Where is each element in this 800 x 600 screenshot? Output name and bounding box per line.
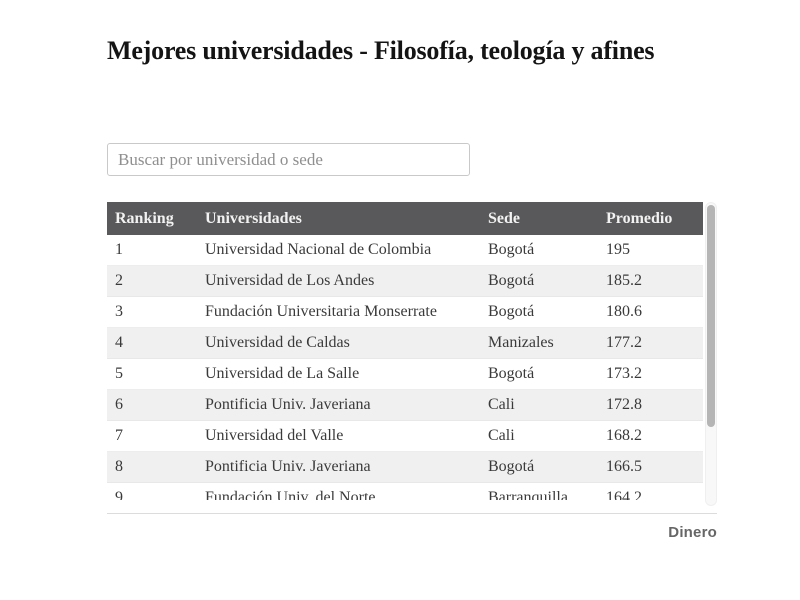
cell-ranking: 3 bbox=[115, 303, 123, 320]
cell-sede: Cali bbox=[488, 396, 515, 413]
cell-universidad: Universidad Nacional de Colombia bbox=[205, 241, 432, 258]
scrollbar-thumb[interactable] bbox=[707, 205, 715, 427]
search-input[interactable] bbox=[107, 143, 470, 176]
table-row: 5 Universidad de La Salle Bogotá 173.2 bbox=[107, 358, 703, 390]
cell-ranking: 6 bbox=[115, 396, 123, 413]
brand-logo: Dinero bbox=[668, 524, 717, 541]
cell-promedio: 172.8 bbox=[606, 396, 642, 413]
header-cell-ranking: Ranking bbox=[107, 202, 205, 235]
cell-sede: Bogotá bbox=[488, 272, 535, 289]
header-cell-promedio: Promedio bbox=[606, 202, 703, 235]
cell-ranking: 8 bbox=[115, 458, 123, 475]
cell-ranking: 2 bbox=[115, 272, 123, 289]
cell-ranking: 9 bbox=[115, 489, 123, 500]
table-row: 4 Universidad de Caldas Manizales 177.2 bbox=[107, 327, 703, 359]
cell-sede: Bogotá bbox=[488, 365, 535, 382]
cell-universidad: Fundación Univ. del Norte bbox=[205, 489, 376, 500]
table-row: 6 Pontificia Univ. Javeriana Cali 172.8 bbox=[107, 389, 703, 421]
table-row: 1 Universidad Nacional de Colombia Bogotá 1… bbox=[107, 235, 703, 266]
cell-ranking: 4 bbox=[115, 334, 123, 351]
cell-universidad: Fundación Universitaria Monserrate bbox=[205, 303, 437, 320]
header-cell-sede: Sede bbox=[488, 202, 606, 235]
table-row: 3 Fundación Universitaria Monserrate Bogot… bbox=[107, 296, 703, 328]
table-header-row: Ranking Universidades Sede Promedio bbox=[107, 202, 703, 235]
cell-universidad: Universidad de Caldas bbox=[205, 334, 350, 351]
table-row: 8 Pontificia Univ. Javeriana Bogotá 166.5 bbox=[107, 451, 703, 483]
ranking-widget: Mejores universidades - Filosofía, teolo… bbox=[107, 0, 717, 600]
cell-promedio: 195 bbox=[606, 241, 630, 258]
cell-promedio: 173.2 bbox=[606, 365, 642, 382]
cell-universidad: Universidad del Valle bbox=[205, 427, 344, 444]
cell-promedio: 164.2 bbox=[606, 489, 642, 500]
universities-table: Ranking Universidades Sede Promedio 1 Uni… bbox=[107, 202, 717, 508]
cell-ranking: 5 bbox=[115, 365, 123, 382]
cell-universidad: Pontificia Univ. Javeriana bbox=[205, 458, 371, 475]
cell-ranking: 1 bbox=[115, 241, 123, 258]
cell-promedio: 185.2 bbox=[606, 272, 642, 289]
cell-promedio: 177.2 bbox=[606, 334, 642, 351]
cell-universidad: Universidad de La Salle bbox=[205, 365, 360, 382]
footer-divider bbox=[107, 513, 717, 514]
cell-universidad: Universidad de Los Andes bbox=[205, 272, 375, 289]
table-row: 2 Universidad de Los Andes Bogotá 185.2 bbox=[107, 265, 703, 297]
cell-promedio: 166.5 bbox=[606, 458, 642, 475]
cell-sede: Cali bbox=[488, 427, 515, 444]
table-row: 9 Fundación Univ. del Norte Barranquilla 16… bbox=[107, 482, 703, 500]
cell-sede: Barranquilla bbox=[488, 489, 568, 500]
cell-sede: Bogotá bbox=[488, 458, 535, 475]
cell-ranking: 7 bbox=[115, 427, 123, 444]
cell-sede: Bogotá bbox=[488, 241, 535, 258]
table-row: 7 Universidad del Valle Cali 168.2 bbox=[107, 420, 703, 452]
table-scroll-area[interactable]: Ranking Universidades Sede Promedio 1 Uni… bbox=[107, 202, 703, 500]
page-title: Mejores universidades - Filosofía, teolo… bbox=[107, 36, 655, 65]
cell-universidad: Pontificia Univ. Javeriana bbox=[205, 396, 371, 413]
cell-sede: Manizales bbox=[488, 334, 554, 351]
table-scrollbar[interactable] bbox=[705, 202, 717, 506]
cell-promedio: 168.2 bbox=[606, 427, 642, 444]
cell-sede: Bogotá bbox=[488, 303, 535, 320]
cell-promedio: 180.6 bbox=[606, 303, 642, 320]
header-cell-universidades: Universidades bbox=[205, 202, 488, 235]
